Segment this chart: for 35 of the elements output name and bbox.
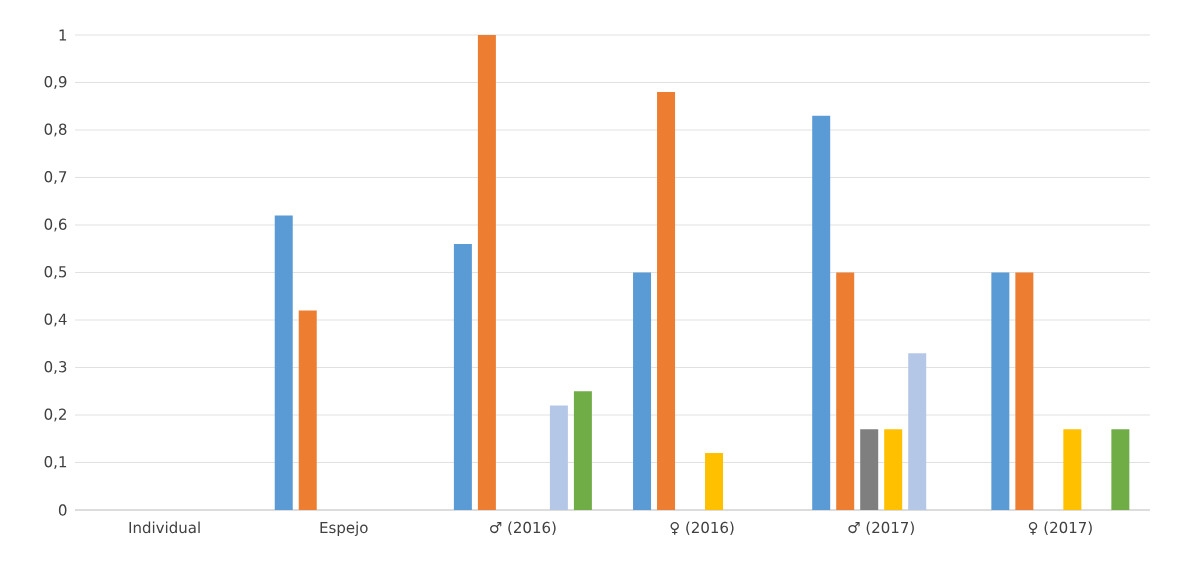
bar: [633, 272, 652, 510]
bar: [298, 310, 317, 510]
bar: [836, 272, 855, 510]
y-tick-label: 0,6: [44, 218, 67, 232]
bar: [573, 391, 592, 510]
x-tick-label: ♂ (2016): [490, 521, 556, 535]
bar: [1063, 429, 1082, 510]
bar: [274, 215, 293, 510]
bar: [1015, 272, 1034, 510]
bar: [657, 92, 676, 510]
y-tick-label: 0,1: [44, 456, 67, 469]
x-tick-label: ♀ (2017): [1028, 521, 1092, 535]
bar: [453, 244, 472, 510]
bar: [812, 115, 831, 510]
bar: [477, 35, 496, 510]
bar: [705, 453, 724, 510]
bar: [1111, 429, 1130, 510]
y-tick-label: 0,2: [44, 408, 66, 422]
bar: [884, 429, 903, 510]
bar: [549, 405, 568, 510]
y-tick-label: 0: [58, 504, 67, 516]
x-tick-label: ♀ (2016): [670, 521, 734, 535]
y-tick-label: 0,5: [44, 266, 67, 279]
x-tick-label: Individual: [129, 521, 200, 534]
y-tick-label: 1: [59, 29, 67, 41]
bar: [860, 429, 879, 510]
y-tick-label: 0,4: [44, 313, 67, 327]
x-tick-label: ♂ (2017): [848, 521, 914, 535]
bar: [991, 272, 1010, 510]
bar: [908, 353, 927, 510]
y-tick-label: 0,3: [44, 361, 67, 374]
x-tick-label: Espejo: [320, 521, 368, 537]
y-tick-label: 0,8: [44, 123, 67, 137]
y-tick-label: 0,9: [44, 76, 67, 89]
y-tick-label: 0,7: [44, 171, 67, 184]
